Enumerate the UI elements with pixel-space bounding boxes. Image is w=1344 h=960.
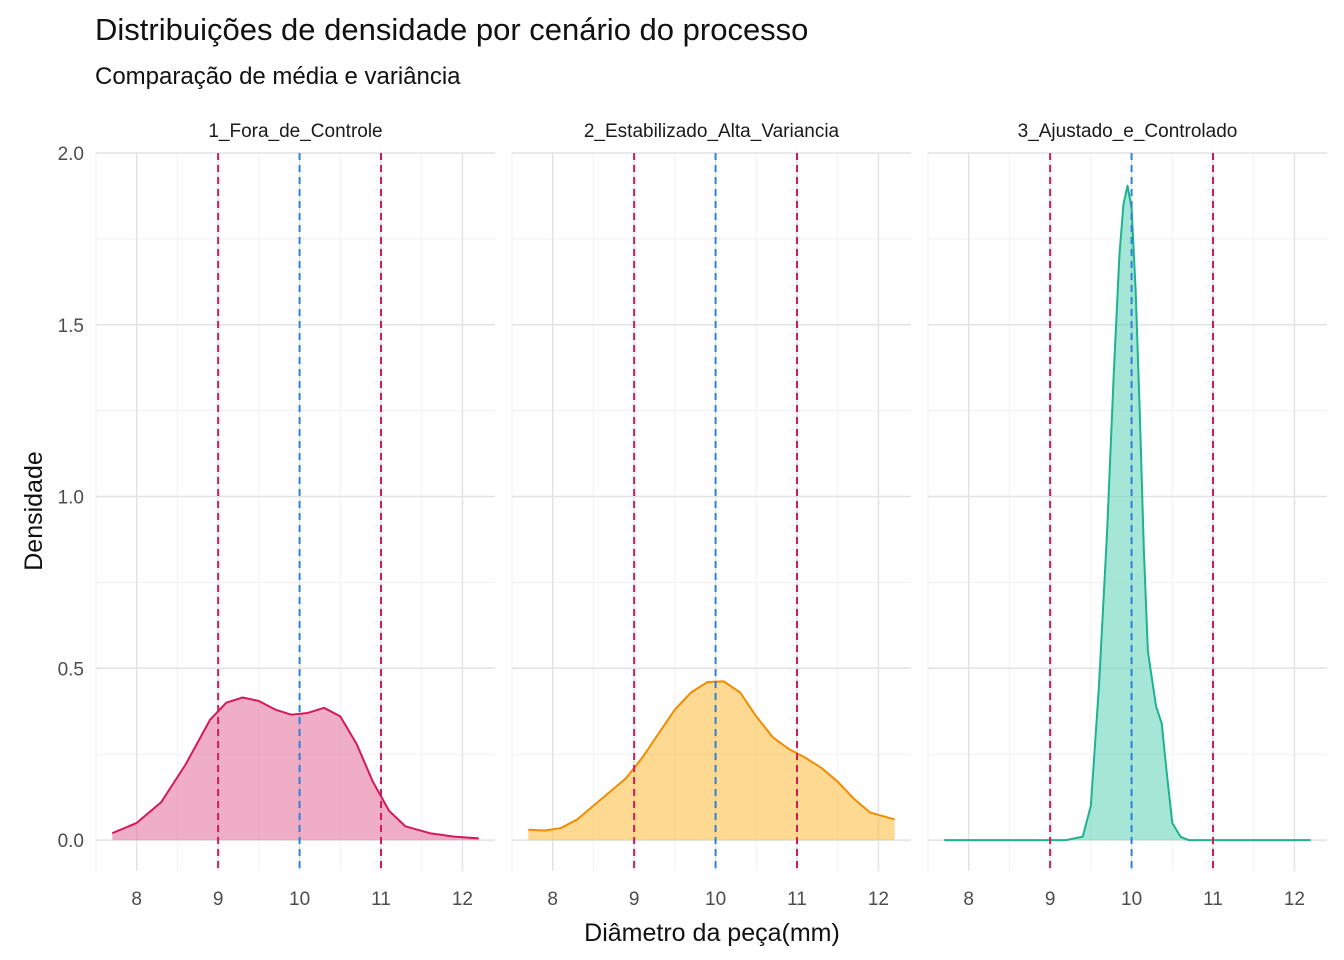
x-tick-label: 12 [1284,889,1305,910]
y-tick-label: 1.0 [58,488,84,509]
x-axis-label: Diâmetro da peça(mm) [584,919,840,947]
y-tick-label: 0.5 [58,659,84,680]
facet-panel: 1_Fora_de_Controle 8 9 10 11 12 [95,121,495,910]
x-tick-label: 12 [452,889,473,910]
facet-strip-label: 2_Estabilizado_Alta_Variancia [584,121,840,142]
density-area [944,185,1311,841]
x-tick-label: 10 [705,889,726,910]
density-line [111,696,479,840]
x-tick-label: 11 [1203,889,1223,910]
density-area [528,681,895,841]
facet-strip-label: 3_Ajustado_e_Controlado [1018,121,1238,142]
x-tick-label: 9 [213,889,224,910]
density-area [112,697,479,841]
facet-panel: 2_Estabilizado_Alta_Variancia 8 9 10 11 12 [511,121,911,910]
y-tick-label: 2.0 [58,144,84,165]
x-tick-label: 10 [1121,889,1142,910]
y-tick-label: 0.0 [58,831,84,852]
density-line [944,184,1311,842]
y-axis-label: Densidade [20,451,48,571]
x-tick-label: 11 [371,889,391,910]
x-tick-label: 12 [868,889,889,910]
facet-panel: 3_Ajustado_e_Controlado 8 9 10 11 12 [927,121,1327,910]
x-tick-label: 9 [629,889,640,910]
x-tick-label: 10 [289,889,310,910]
density-line [528,680,895,832]
y-tick-label: 1.5 [58,316,84,337]
chart-title: Distribuições de densidade por cenário d… [95,12,808,47]
x-tick-label: 8 [131,889,142,910]
x-tick-label: 9 [1045,889,1056,910]
x-tick-label: 8 [963,889,974,910]
facet-strip-label: 1_Fora_de_Controle [208,121,382,142]
x-tick-label: 11 [787,889,807,910]
chart-subtitle: Comparação de média e variância [95,63,461,90]
x-tick-label: 8 [547,889,558,910]
